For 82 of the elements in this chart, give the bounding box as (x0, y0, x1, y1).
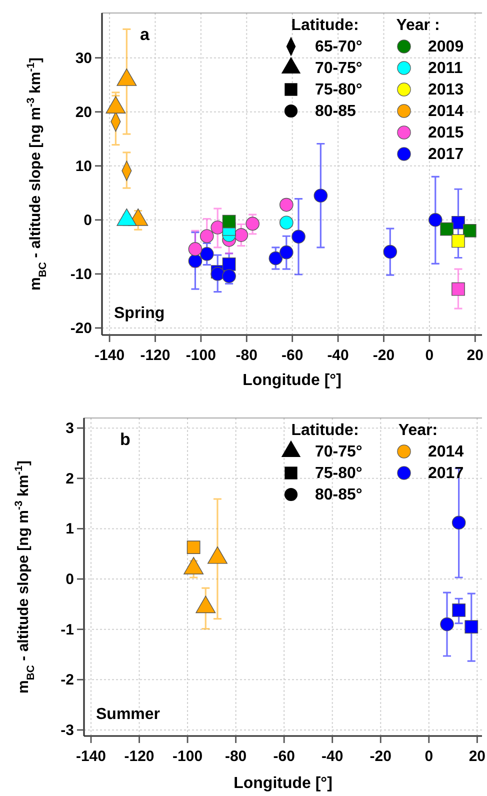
point (440, 617, 454, 632)
legend-label: 2013 (428, 82, 464, 98)
point (222, 214, 236, 228)
point (200, 229, 214, 244)
x-tick-label: 20 (468, 748, 486, 765)
point (314, 188, 328, 203)
x-tick-label: 20 (466, 347, 484, 364)
annotation: Summer (96, 706, 160, 723)
legend-label: 70-75° (315, 444, 362, 460)
legend-label: 2017 (428, 465, 464, 482)
point (210, 267, 225, 281)
x-tick-label: -60 (273, 748, 295, 765)
legend-title: Year : (396, 17, 440, 34)
y-tick-label: 30 (75, 50, 92, 67)
legend-label: 2014 (428, 103, 464, 120)
x-tick-label: -40 (327, 347, 349, 364)
point (222, 258, 236, 271)
x-tick-label: -80 (236, 347, 258, 364)
legend-title: Year: (398, 422, 438, 439)
x-tick-label: -60 (282, 347, 304, 364)
point (452, 282, 465, 296)
point (246, 216, 260, 231)
point (234, 228, 248, 242)
x-tick-label: -80 (224, 748, 247, 765)
y-tick-label: 2 (66, 470, 74, 488)
legend-label: 75-80° (315, 82, 362, 98)
point (188, 254, 202, 268)
x-tick-label: -140 (94, 347, 125, 364)
annotation: Spring (114, 305, 165, 322)
annotation: b (120, 430, 130, 449)
annotation: a (140, 25, 150, 44)
x-tick-label: -20 (372, 347, 395, 364)
legend-label: 80-85° (315, 486, 362, 504)
y-tick-label: 10 (75, 158, 92, 175)
legend-label: 2017 (428, 146, 464, 163)
point (383, 244, 398, 259)
x-tick-label: 0 (425, 347, 434, 364)
y-tick-label: 20 (75, 104, 92, 121)
x-tick-label: -120 (124, 748, 154, 765)
x-tick-label: -120 (140, 347, 170, 364)
legend-label: 75-80° (315, 465, 362, 482)
legend-label: 70-75° (315, 60, 362, 77)
y-tick-label: -10 (70, 266, 92, 283)
point (464, 620, 478, 634)
point (268, 251, 283, 266)
y-tick-label: 1 (66, 520, 74, 538)
x-axis-title: Longitude [°] (242, 372, 342, 389)
x-tick-label: -20 (370, 748, 392, 765)
y-tick-label: 3 (66, 420, 74, 438)
legend-label: 2011 (428, 60, 463, 77)
point (452, 234, 465, 248)
point (279, 245, 294, 260)
annotation: Latitude: (291, 422, 359, 439)
point (186, 540, 200, 554)
point (279, 216, 294, 230)
x-tick-label: -100 (172, 748, 203, 765)
x-axis-title: Longitude [°] (234, 775, 332, 792)
point (452, 516, 466, 530)
y-tick-label: 0 (66, 571, 74, 588)
y-tick-label: 0 (84, 212, 92, 229)
point (440, 222, 454, 236)
y-tick-label: -20 (70, 320, 92, 337)
point (428, 213, 442, 227)
point (188, 242, 202, 256)
point (462, 224, 476, 238)
point (452, 604, 466, 617)
x-tick-label: -40 (322, 748, 344, 765)
legend-label: 2015 (428, 124, 464, 142)
legend-label: 80-85 (315, 103, 356, 120)
x-tick-label: -100 (186, 347, 216, 364)
point (200, 247, 214, 261)
legend-label: 65-70° (315, 38, 362, 56)
y-tick-label: -2 (60, 672, 74, 689)
x-tick-label: 0 (424, 748, 434, 765)
y-tick-label: -3 (60, 722, 74, 739)
y-tick-label: -1 (60, 621, 74, 638)
legend-label: 2014 (428, 444, 464, 460)
x-tick-label: -140 (76, 748, 106, 765)
point (279, 198, 294, 212)
legend-label: 2009 (428, 38, 464, 56)
point (292, 230, 306, 244)
annotation: Latitude: (291, 17, 359, 34)
